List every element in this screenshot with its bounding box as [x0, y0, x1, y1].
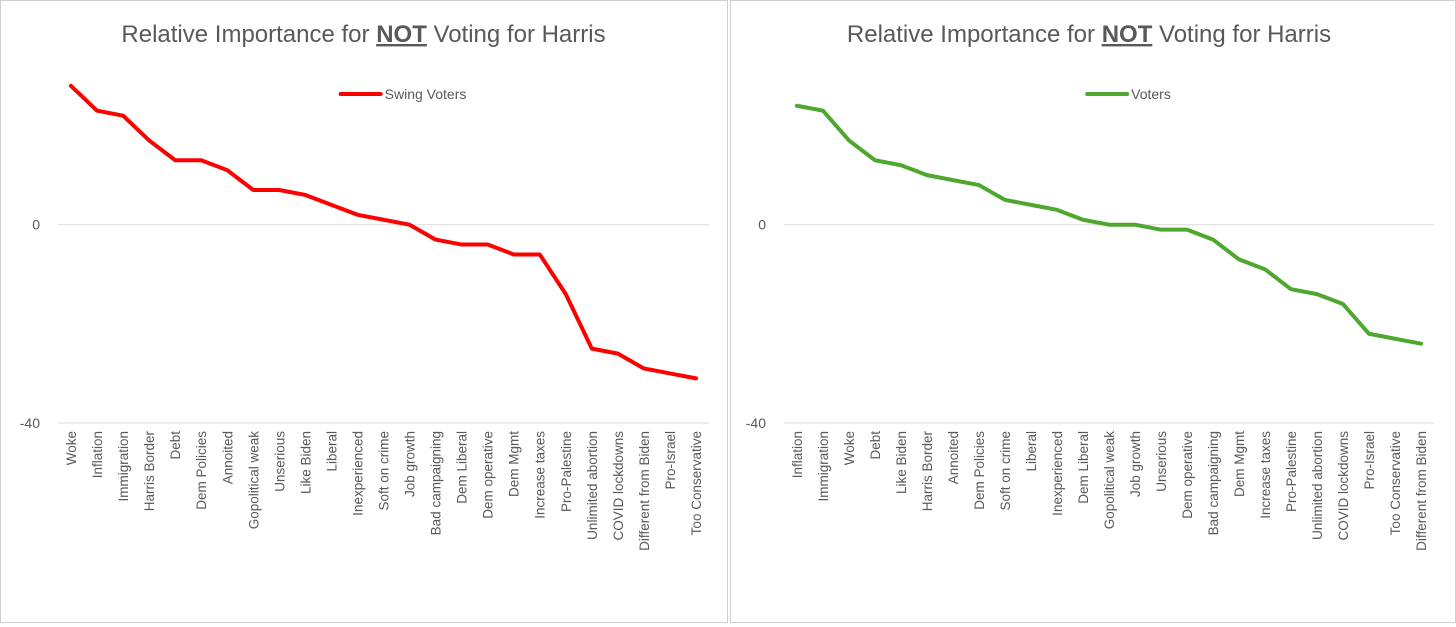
x-tick-label: COVID lockdowns: [611, 431, 626, 541]
x-tick-label: Dem Liberal: [455, 431, 470, 504]
title-run: Relative Importance for: [847, 21, 1102, 48]
title-run: Relative Importance for: [121, 21, 376, 48]
x-tick-label: Dem Mgmt: [1232, 431, 1247, 497]
chart-panel: Relative Importance for NOT Voting for H…: [730, 0, 1456, 623]
x-tick-label: Immigration: [116, 431, 131, 502]
x-tick-label: Pro-Palestine: [1284, 431, 1299, 512]
title-run: Voting for Harris: [1152, 21, 1331, 48]
x-tick-label: Dem operative: [1180, 431, 1195, 519]
x-tick-label: Unserious: [272, 431, 287, 492]
x-tick-label: Woke: [64, 431, 79, 465]
chart: Relative Importance for NOT Voting for H…: [746, 21, 1434, 551]
chart-title: Relative Importance for NOT Voting for H…: [847, 21, 1331, 48]
x-tick-label: COVID lockdowns: [1336, 431, 1351, 541]
x-tick-label: Liberal: [324, 431, 339, 472]
x-tick-label: Dem Policies: [972, 431, 987, 510]
x-tick-label: Unlimited abortion: [1310, 431, 1325, 540]
x-tick-label: Bad campaigning: [1206, 431, 1221, 535]
x-tick-label: Job growth: [403, 431, 418, 497]
x-tick-label: Debt: [868, 431, 883, 460]
chart: Relative Importance for NOT Voting for H…: [20, 21, 709, 551]
x-tick-label: Harris Border: [142, 431, 157, 512]
title-run: Voting for Harris: [427, 21, 606, 48]
x-tick-label: Annoited: [946, 431, 961, 484]
x-tick-label: Increase taxes: [1258, 431, 1273, 519]
legend: Swing Voters: [338, 86, 467, 102]
x-tick-label: Gopolitical weak: [246, 431, 261, 530]
x-tick-label: Inflation: [90, 431, 105, 478]
x-tick-label: Inexperienced: [1050, 431, 1065, 516]
x-tick-label: Different from Biden: [637, 431, 652, 551]
x-tick-label: Pro-Palestine: [559, 431, 574, 512]
x-tick-label: Too Conservative: [1388, 431, 1403, 535]
x-tick-label: Inflation: [790, 431, 805, 478]
x-tick-label: Annoited: [220, 431, 235, 484]
y-tick-label: -40: [20, 415, 40, 431]
x-tick-label: Gopolitical weak: [1102, 431, 1117, 530]
title-run: NOT: [376, 21, 427, 48]
title-run: NOT: [1102, 21, 1153, 48]
x-tick-label: Liberal: [1024, 431, 1039, 472]
y-tick-label: 0: [32, 217, 40, 233]
x-tick-label: Dem Liberal: [1076, 431, 1091, 504]
legend-label: Swing Voters: [385, 86, 467, 102]
line-series: [69, 83, 698, 381]
x-tick-label: Dem Policies: [194, 431, 209, 510]
chart-panel: Relative Importance for NOT Voting for H…: [0, 0, 728, 623]
y-tick-label: -40: [746, 415, 766, 431]
line-series: [795, 103, 1423, 346]
legend: Voters: [1085, 86, 1171, 102]
x-tick-label: Immigration: [816, 431, 831, 502]
x-tick-label: Soft on crime: [377, 431, 392, 511]
x-tick-label: Bad campaigning: [429, 431, 444, 535]
x-tick-label: Pro-Israel: [663, 431, 678, 490]
x-tick-label: Harris Border: [920, 431, 935, 512]
x-tick-label: Inexperienced: [350, 431, 365, 516]
x-tick-label: Like Biden: [298, 431, 313, 494]
x-tick-label: Pro-Israel: [1362, 431, 1377, 490]
x-tick-label: Soft on crime: [998, 431, 1013, 511]
x-tick-label: Woke: [842, 431, 857, 465]
x-tick-label: Increase taxes: [533, 431, 548, 519]
x-tick-label: Unlimited abortion: [585, 431, 600, 540]
x-tick-label: Debt: [168, 431, 183, 460]
x-tick-label: Job growth: [1128, 431, 1143, 497]
x-tick-label: Too Conservative: [689, 431, 704, 535]
x-tick-label: Dem operative: [481, 431, 496, 519]
x-tick-label: Dem Mgmt: [507, 431, 522, 497]
legend-label: Voters: [1131, 86, 1171, 102]
x-tick-label: Different from Biden: [1414, 431, 1429, 551]
x-tick-label: Unserious: [1154, 431, 1169, 492]
x-tick-label: Like Biden: [894, 431, 909, 494]
y-tick-label: 0: [758, 217, 766, 233]
chart-title: Relative Importance for NOT Voting for H…: [121, 21, 605, 48]
